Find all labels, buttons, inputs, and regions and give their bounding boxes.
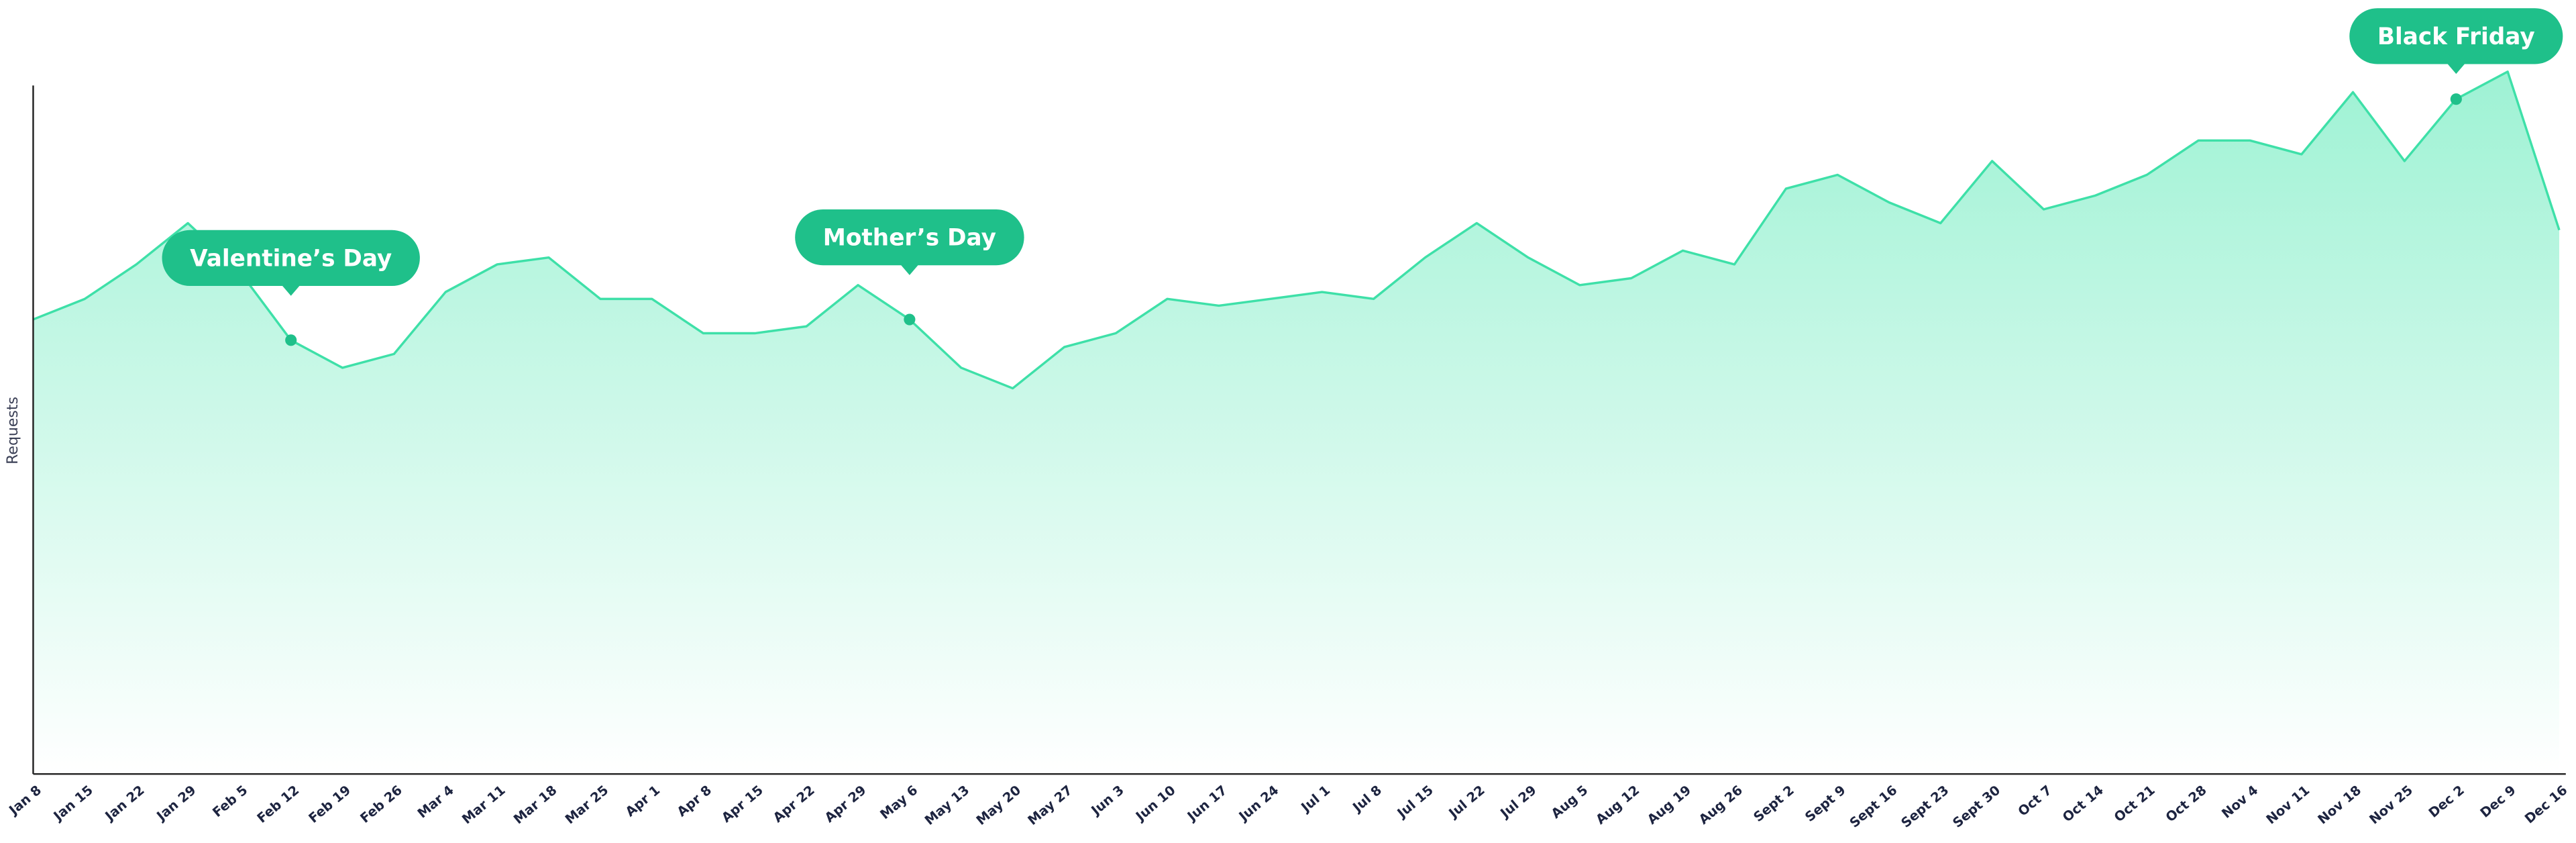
x-tick-label: Oct 28 [2163,783,2210,826]
x-tick-label: Oct 14 [2059,783,2106,826]
x-tick-label: Mar 18 [511,783,559,828]
x-tick-label: Jul 1 [1297,783,1333,816]
x-tick-label: May 13 [922,783,972,828]
annotation-dot [2450,93,2462,105]
x-tick-label: Jun 3 [1087,783,1127,820]
x-tick-label: Jul 8 [1349,783,1385,816]
x-tick-label: Jul 29 [1497,783,1540,822]
x-tick-label: Nov 25 [2366,783,2416,828]
annotation-text: Valentine’s Day [190,245,392,272]
x-tick-label: Mar 25 [562,783,611,828]
x-tick-label: Sept 23 [1898,783,1952,831]
x-tick-label: Oct 21 [2111,783,2158,826]
annotation-dot [285,334,297,346]
x-tick-label: Apr 1 [623,783,663,820]
x-tick-label: Dec 2 [2426,783,2467,821]
x-tick-label: Aug 12 [1593,783,1642,828]
x-tick-label: Nov 11 [2263,783,2313,828]
x-tick-label: Feb 19 [306,783,354,826]
x-tick-label: Feb 12 [254,783,302,826]
x-tick-label: Dec 16 [2522,783,2570,827]
x-tick-label: Sept 2 [1751,783,1797,825]
line [32,70,2561,390]
annotation-bubble [795,209,1024,266]
x-tick-label: Nov 4 [2218,783,2261,822]
x-tick-label: Jun 24 [1235,783,1281,825]
x-tick-label: May 6 [877,783,921,823]
annotation-bubble [162,230,420,287]
x-tick-label: Jan 15 [50,783,96,825]
x-tick-label: Aug 19 [1644,783,1694,828]
x-tick-label: Feb 5 [209,783,250,820]
x-tick-label: Apr 8 [674,783,714,820]
x-tick-label: Sept 30 [1949,783,2003,831]
x-tick-label: Aug 26 [1696,783,1746,828]
annotation: Black Friday [2349,8,2563,75]
x-tick-label: Jan 29 [153,783,199,825]
annotation-text: Black Friday [2377,23,2535,50]
x-tick-label: Mar 11 [459,783,508,828]
x-tick-label: Jan 22 [101,783,148,825]
x-tick-label: Sept 9 [1802,783,1848,825]
x-tick-label: Sept 16 [1847,783,1900,831]
x-tick-label: Jul 15 [1393,783,1436,822]
x-tick-label: Mar 4 [415,783,457,822]
y-axis-label: Requests [5,397,21,464]
annotation: Valentine’s Day [162,230,420,296]
annotation: Mother’s Day [795,209,1024,275]
annotation-dot [904,313,916,326]
area [33,71,2560,775]
x-tick-label: Dec 9 [2477,783,2519,821]
x-tick-label: Apr 22 [770,783,818,826]
annotation-tail [900,263,920,275]
x-tick-label: Jun 10 [1132,783,1178,825]
x-tick-label: Jun 17 [1183,783,1230,825]
x-tick-label: Nov 18 [2315,783,2365,828]
x-tick-label: Apr 29 [822,783,869,826]
x-tick-label: Feb 26 [358,783,405,826]
annotation-tail [281,284,301,296]
annotation-bubble [2349,8,2563,64]
x-tick-label: Jan 8 [5,783,44,819]
annotation-text: Mother’s Day [823,225,996,252]
x-tick-label: May 27 [1025,783,1075,828]
x-tick-label: Apr 15 [718,783,766,826]
x-tick-label: Oct 7 [2015,783,2055,820]
x-tick-label: May 20 [973,783,1024,828]
x-tick-label: Aug 5 [1548,783,1591,822]
x-tick-label: Jul 22 [1445,783,1488,822]
annotation-tail [2446,62,2467,75]
